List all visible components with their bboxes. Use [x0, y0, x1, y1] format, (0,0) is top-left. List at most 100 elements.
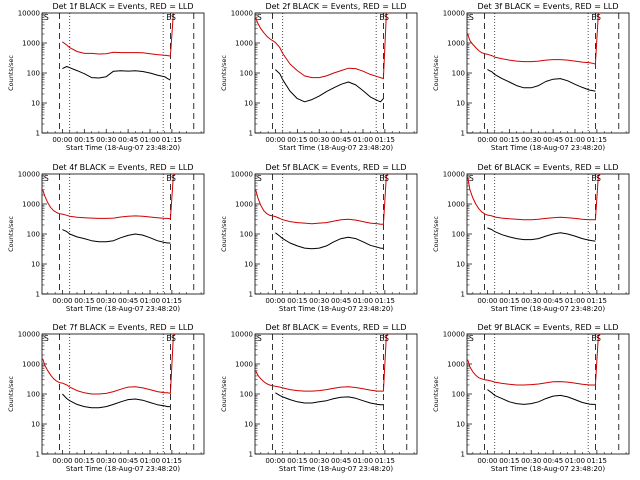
- y-tick-label: 100: [240, 231, 253, 239]
- x-axis-label: Start Time (18-Aug-07 23:48:20): [66, 465, 180, 473]
- x-axis-label: Start Time (18-Aug-07 23:48:20): [279, 144, 393, 152]
- x-tick-label: 00:30: [309, 136, 329, 144]
- events-series-line: [275, 392, 384, 406]
- events-series-line: [62, 229, 171, 244]
- y-tick-label: 100: [452, 70, 465, 78]
- flag-end: ES: [166, 13, 176, 22]
- x-axis-label: Start Time (18-Aug-07 23:48:20): [279, 305, 393, 313]
- y-axis-label: Counts/sec: [220, 55, 228, 91]
- flag-start: S: [469, 334, 474, 343]
- y-tick-label: 10: [456, 261, 465, 269]
- x-tick-label: 01:00: [140, 457, 160, 465]
- y-tick-label: 10000: [231, 10, 253, 18]
- flag-end: ES: [591, 13, 601, 22]
- plot-frame: [41, 12, 205, 134]
- y-tick-label: 1000: [22, 40, 40, 48]
- y-axis-label: Counts/sec: [432, 55, 440, 91]
- x-tick-label: 00:15: [499, 457, 519, 465]
- y-axis-label: Counts/sec: [432, 376, 440, 412]
- events-series-line: [275, 232, 384, 250]
- y-tick-label: 1: [36, 291, 40, 299]
- flag-start: S: [257, 13, 262, 22]
- x-tick-label: 00:45: [331, 297, 351, 305]
- x-tick-label: 01:15: [162, 297, 182, 305]
- x-tick-label: 00:45: [331, 457, 351, 465]
- lld-series-line: [62, 12, 176, 57]
- flag-start: S: [257, 334, 262, 343]
- x-tick-label: 00:45: [331, 136, 351, 144]
- y-tick-label: 10: [31, 261, 40, 269]
- y-tick-label: 10: [31, 421, 40, 429]
- x-tick-label: 00:00: [265, 297, 285, 305]
- lld-series-line: [467, 12, 601, 65]
- y-tick-label: 1000: [447, 201, 465, 209]
- detector-panel: Det 8f BLACK = Events, RED = LLD Counts/s…: [220, 323, 418, 473]
- detector-panel: Det 6f BLACK = Events, RED = LLD Counts/s…: [432, 163, 630, 313]
- flag-end: ES: [379, 13, 389, 22]
- x-tick-label: 00:30: [309, 297, 329, 305]
- y-axis-label: Counts/sec: [220, 376, 228, 412]
- x-tick-label: 00:30: [521, 136, 541, 144]
- lld-series-line: [467, 333, 601, 386]
- flag-start: S: [257, 174, 262, 183]
- y-tick-label: 1000: [22, 361, 40, 369]
- y-tick-label: 1: [461, 291, 465, 299]
- y-tick-label: 10: [456, 421, 465, 429]
- y-tick-label: 10000: [443, 331, 465, 339]
- y-tick-label: 1000: [22, 201, 40, 209]
- x-tick-label: 00:00: [477, 297, 497, 305]
- detector-panel: Det 4f BLACK = Events, RED = LLD Counts/s…: [7, 163, 205, 313]
- x-tick-label: 01:00: [353, 297, 373, 305]
- x-tick-label: 01:00: [140, 136, 160, 144]
- x-tick-label: 00:30: [309, 457, 329, 465]
- x-tick-label: 00:15: [74, 297, 94, 305]
- x-tick-label: 01:00: [565, 457, 585, 465]
- x-axis-label: Start Time (18-Aug-07 23:48:20): [491, 144, 605, 152]
- y-tick-label: 10000: [231, 331, 253, 339]
- y-tick-label: 1: [249, 291, 253, 299]
- plot-frame: [466, 333, 630, 455]
- x-tick-label: 00:15: [74, 457, 94, 465]
- panel-title: Det 4f BLACK = Events, RED = LLD: [52, 163, 193, 172]
- flag-start: S: [469, 174, 474, 183]
- panel-title: Det 7f BLACK = Events, RED = LLD: [52, 323, 193, 332]
- x-tick-label: 00:45: [543, 457, 563, 465]
- y-tick-label: 10: [31, 100, 40, 108]
- flag-end: ES: [166, 174, 176, 183]
- lld-series-line: [467, 173, 601, 221]
- x-tick-label: 01:00: [565, 136, 585, 144]
- events-series-line: [487, 389, 596, 405]
- x-tick-label: 00:00: [52, 136, 72, 144]
- y-tick-label: 100: [240, 70, 253, 78]
- panel-title: Det 8f BLACK = Events, RED = LLD: [265, 323, 406, 332]
- x-tick-label: 01:00: [565, 297, 585, 305]
- x-tick-label: 00:45: [118, 297, 138, 305]
- x-tick-label: 00:45: [118, 136, 138, 144]
- x-tick-label: 00:30: [521, 297, 541, 305]
- y-tick-label: 100: [240, 391, 253, 399]
- y-tick-label: 1: [249, 130, 253, 138]
- x-tick-label: 01:15: [162, 136, 182, 144]
- x-tick-label: 00:15: [499, 297, 519, 305]
- lld-series-line: [42, 173, 176, 220]
- detector-panel: Det 3f BLACK = Events, RED = LLD Counts/s…: [432, 2, 630, 152]
- x-tick-label: 00:30: [96, 457, 116, 465]
- lld-series-line: [255, 173, 389, 225]
- detector-panel: Det 5f BLACK = Events, RED = LLD Counts/s…: [220, 163, 418, 313]
- x-axis-label: Start Time (18-Aug-07 23:48:20): [491, 465, 605, 473]
- flag-start: S: [44, 174, 49, 183]
- x-tick-label: 01:00: [140, 297, 160, 305]
- x-tick-label: 01:15: [375, 136, 395, 144]
- panel-title: Det 9f BLACK = Events, RED = LLD: [477, 323, 618, 332]
- flag-end: ES: [379, 174, 389, 183]
- plot-frame: [466, 173, 630, 295]
- y-tick-label: 1: [461, 451, 465, 459]
- panel-title: Det 1f BLACK = Events, RED = LLD: [52, 2, 193, 11]
- y-tick-label: 100: [27, 70, 40, 78]
- flag-start: S: [44, 334, 49, 343]
- plot-frame: [254, 173, 418, 295]
- x-tick-label: 01:15: [375, 297, 395, 305]
- x-tick-label: 00:00: [477, 136, 497, 144]
- x-tick-label: 01:00: [353, 457, 373, 465]
